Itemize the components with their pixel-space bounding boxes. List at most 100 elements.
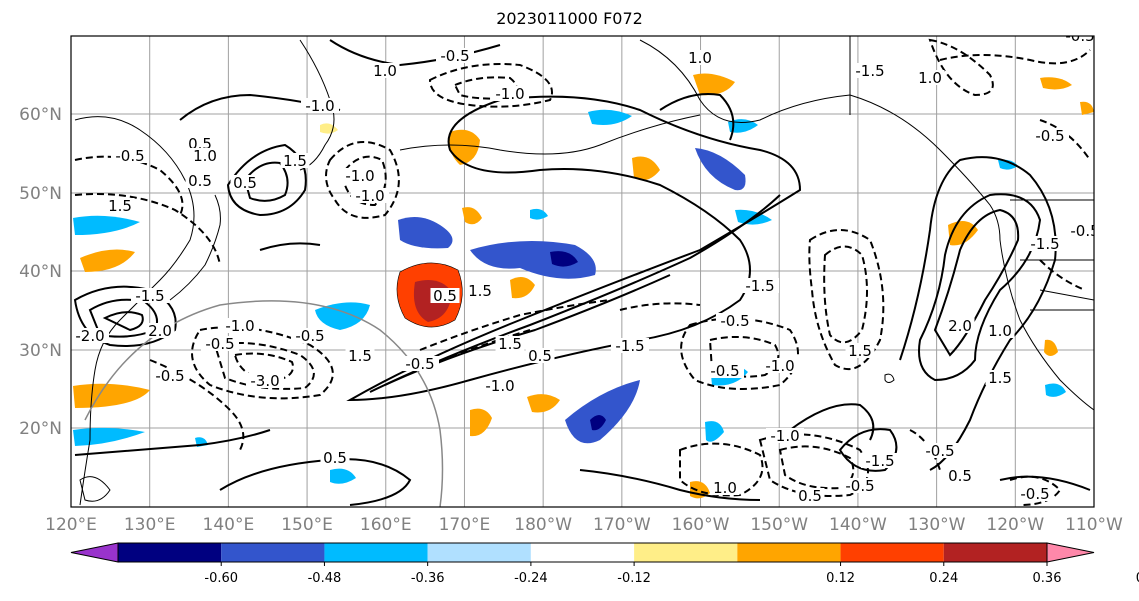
contour-label: 0.5	[433, 287, 457, 305]
positive-anomaly	[1080, 101, 1094, 115]
negative-contour	[428, 63, 553, 108]
negative-anomaly	[73, 427, 145, 446]
positive-anomaly	[510, 276, 535, 299]
shaded-anomalies	[73, 73, 1094, 499]
contour-label-bg	[851, 63, 889, 78]
colorbar-segment	[324, 543, 428, 562]
contour-label-bg	[320, 450, 350, 465]
contour-label: 1.0	[373, 62, 397, 80]
contour-label: 1.5	[283, 152, 307, 170]
latitude-ticks: 20°N 30°N 40°N 50°N 60°N	[19, 105, 62, 439]
contour-label-bg	[351, 188, 389, 203]
contour-label: 0.5	[233, 174, 257, 192]
longitude-ticks: 120°E 130°E 140°E 150°E 160°E 170°E 180°W 170°W…	[45, 515, 1123, 535]
positive-contour	[918, 193, 1042, 382]
contour-label: 1.5	[108, 197, 132, 215]
negative-contour	[939, 49, 1091, 65]
negative-anomaly	[550, 251, 578, 267]
contour-label-bg	[741, 278, 779, 293]
negative-anomaly	[695, 148, 746, 191]
negative-anomaly	[998, 159, 1018, 170]
negative-contour	[74, 155, 184, 216]
contour-label: -1.0	[770, 427, 799, 445]
contour-label-bg	[291, 328, 329, 343]
longitude-label: 120°E	[45, 515, 97, 535]
positive-anomaly	[693, 73, 735, 96]
negative-contour	[191, 326, 334, 400]
negative-contour	[679, 442, 764, 497]
contour-label-bg	[985, 323, 1015, 338]
projection-circle	[84, 300, 444, 507]
contour-label-bg	[151, 368, 189, 383]
colorbar-tick-label: -0.60	[204, 571, 238, 586]
colorbar-segment	[634, 543, 738, 562]
contour-label: -1.5	[135, 287, 164, 305]
contour-label: 1.5	[468, 282, 492, 300]
positive-anomaly	[80, 249, 135, 272]
colorbar: -0.60 -0.48 -0.36 -0.24 -0.12 0.12 0.24 0.36 0.4…	[70, 542, 1139, 586]
asia-coast	[74, 116, 195, 506]
contour-label-bg	[185, 173, 215, 188]
latitude-label: 50°N	[19, 184, 62, 204]
contour-label-bg	[766, 428, 804, 443]
contour-label-bg	[341, 168, 379, 183]
contour-label-bg	[131, 288, 169, 303]
contour-label: 1.0	[918, 69, 942, 87]
contour-label-bg	[710, 480, 740, 495]
contour-label-bg	[145, 323, 175, 338]
contour-label-bg	[430, 288, 460, 303]
longitude-label: 170°W	[593, 515, 651, 535]
positive-contour	[933, 208, 1020, 357]
longitude-label: 160°W	[672, 515, 730, 535]
contour-label-bg	[465, 283, 495, 298]
negative-anomaly	[565, 380, 640, 444]
colorbar-segment	[118, 543, 222, 562]
contour-label: 2.0	[148, 322, 172, 340]
colorbar-extend-high	[1046, 542, 1095, 563]
positive-contour	[369, 194, 781, 393]
negative-anomaly	[588, 109, 632, 125]
positive-anomaly	[73, 383, 150, 408]
colorbar-tick-label: -0.12	[617, 571, 651, 586]
contour-label: 1.0	[688, 49, 712, 67]
positive-anomaly	[527, 394, 560, 413]
positive-contour	[659, 93, 735, 141]
positive-contour	[259, 242, 321, 251]
contour-label-bg	[1026, 236, 1064, 251]
contour-label: -1.0	[225, 317, 254, 335]
colorbar-tick-label: -0.48	[308, 571, 342, 586]
contour-label: -0.5	[295, 327, 324, 345]
contour-label: -1.0	[495, 85, 524, 103]
positive-contour	[999, 475, 1091, 491]
contour-label-bg	[370, 63, 400, 78]
negative-contour-lines	[74, 38, 1091, 506]
map-frame	[70, 35, 1095, 508]
positive-contour	[226, 143, 307, 217]
contour-label-bg	[985, 370, 1015, 385]
contour-label-bg	[111, 148, 149, 163]
longitude-label: 150°W	[750, 515, 808, 535]
contour-label: -1.5	[1030, 235, 1059, 253]
negative-contour	[1009, 475, 1062, 506]
negative-contour	[429, 329, 531, 366]
contour-label-bg	[230, 175, 260, 190]
contour-label-bg	[921, 443, 959, 458]
contour-label: -1.5	[865, 452, 894, 470]
contour-label: 1.5	[988, 369, 1012, 387]
positive-anomaly	[449, 129, 480, 165]
positive-anomaly	[1044, 339, 1058, 356]
contour-label: 0.5	[948, 467, 972, 485]
positive-contour	[329, 39, 501, 67]
positive-contour	[102, 311, 144, 332]
negative-anomaly	[705, 421, 724, 442]
longitude-label: 140°W	[829, 515, 887, 535]
contour-label-bg	[795, 488, 825, 503]
contour-label-bg	[841, 478, 879, 493]
contour-label-bg	[495, 336, 525, 351]
negative-contour	[1039, 259, 1086, 291]
positive-contour	[74, 429, 271, 456]
contour-label: -2.0	[75, 327, 104, 345]
contour-label: -0.5	[155, 367, 184, 385]
contour-label-bg	[1061, 36, 1094, 43]
